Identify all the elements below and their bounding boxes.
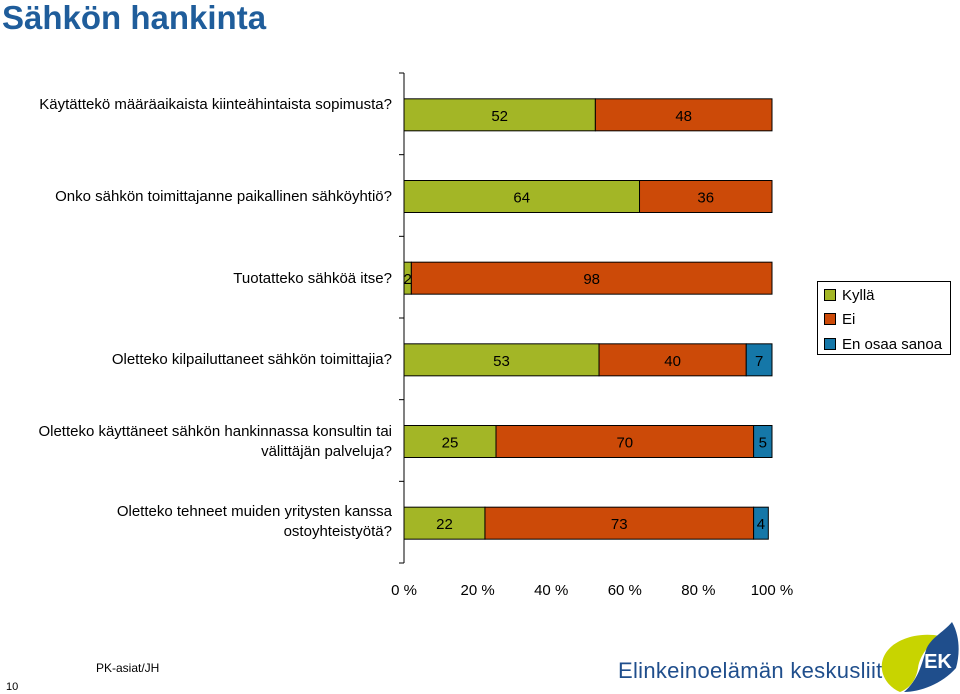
category-label: Oletteko tehneet muiden yritysten kanssa…	[116, 503, 392, 540]
legend-label: Kyllä	[842, 286, 875, 304]
category-label: Oletteko käyttäneet sähkön hankinnassa k…	[38, 423, 392, 460]
data-label: 40	[664, 353, 681, 370]
bar-segment	[639, 180, 773, 213]
svg-text:EK: EK	[924, 651, 952, 673]
x-tick-label: 40 %	[534, 582, 568, 599]
category-label: Oletteko kilpailuttaneet sähkön toimitta…	[111, 351, 392, 368]
data-label: 2	[404, 271, 412, 288]
bar-segment	[403, 506, 486, 540]
bar-segment	[403, 98, 596, 132]
legend-item-kylla: Kyllä	[824, 285, 875, 305]
data-label: 52	[491, 108, 508, 125]
x-tick-label: 0 %	[391, 582, 417, 599]
x-tick-label: 100 %	[751, 582, 794, 599]
legend-swatch	[824, 338, 836, 350]
legend-item-en-osaa-sanoa: En osaa sanoa	[824, 334, 942, 354]
data-label: 64	[513, 190, 530, 207]
data-label: 48	[675, 108, 692, 125]
x-tick-label: 80 %	[681, 582, 715, 599]
bar-segment	[495, 425, 755, 458]
legend-item-ei: Ei	[824, 309, 855, 329]
data-label: 25	[442, 435, 459, 452]
data-label: 7	[755, 353, 763, 370]
bar-segment	[403, 180, 641, 213]
category-label: Käytättekö määräaikaista kiinteähintaist…	[39, 96, 392, 113]
footer-note: PK-asiat/JH	[96, 661, 160, 675]
data-label: 98	[583, 271, 600, 288]
bar-segment	[594, 98, 773, 132]
bar-segment	[745, 343, 773, 377]
legend-swatch	[824, 289, 836, 301]
ek-logo-icon: EK	[881, 622, 959, 692]
data-label: 73	[611, 516, 628, 533]
page-number: 10	[6, 681, 19, 693]
bar-segment	[598, 343, 747, 377]
bar-segment	[403, 343, 600, 377]
category-label: Tuotatteko sähköä itse?	[233, 270, 392, 287]
page-title: Sähkön hankinta	[2, 0, 267, 36]
bar-segment	[410, 261, 773, 295]
bar-segment	[753, 425, 773, 458]
chart-legend: Kyllä Ei En osaa sanoa	[817, 281, 951, 355]
legend-label: Ei	[842, 310, 856, 328]
data-label: 22	[436, 516, 453, 533]
bar-segment	[484, 506, 755, 540]
x-tick-label: 60 %	[608, 582, 642, 599]
legend-swatch	[824, 313, 836, 325]
data-label: 36	[697, 190, 714, 207]
data-label: 5	[759, 435, 767, 452]
data-label: 70	[616, 435, 633, 452]
bar-segment	[753, 506, 769, 540]
category-label: Onko sähkön toimittajanne paikallinen sä…	[55, 188, 392, 205]
legend-label: En osaa sanoa	[842, 335, 943, 353]
organization-name: Elinkeinoelämän keskusliitto	[618, 658, 902, 683]
x-tick-label: 20 %	[460, 582, 494, 599]
data-label: 53	[493, 353, 510, 370]
data-label: 4	[757, 516, 765, 533]
